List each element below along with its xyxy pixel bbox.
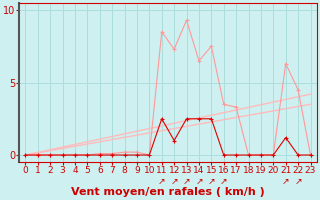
X-axis label: Vent moyen/en rafales ( km/h ): Vent moyen/en rafales ( km/h ) [71, 187, 265, 197]
